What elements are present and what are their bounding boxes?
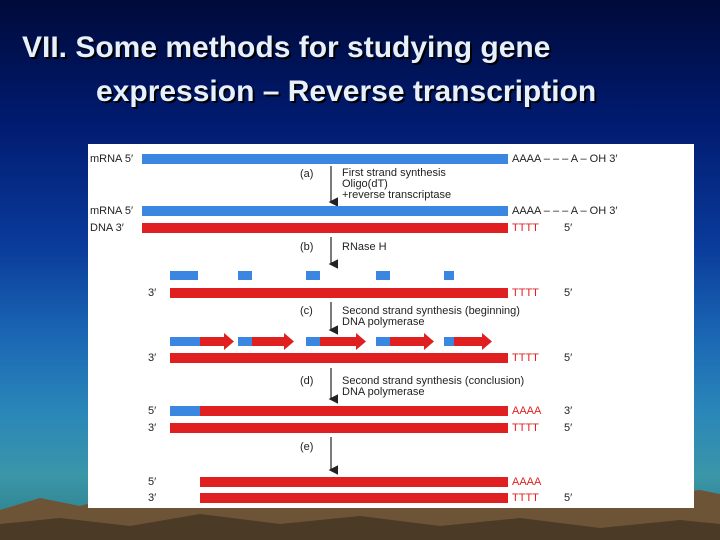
step-c-letter: (c) [300, 305, 313, 317]
c-left-label: 3′ [148, 352, 156, 364]
dna-strand-template-b [170, 288, 508, 298]
rna-fragment [170, 271, 198, 280]
dna1-right-5prime: 5′ [564, 222, 572, 234]
step-d-line2: DNA polymerase [342, 386, 425, 398]
dna-strand-template-d [170, 423, 508, 433]
mrna2-right-label: AAAA – – – A – OH 3′ [512, 205, 617, 217]
rna-primer [376, 337, 390, 346]
cdna-strand-1 [200, 477, 508, 487]
step-e-letter: (e) [300, 441, 313, 453]
e2-right-label: TTTT [512, 492, 539, 504]
step-a-line2: Oligo(dT) [342, 178, 388, 190]
step-b-letter: (b) [300, 241, 313, 253]
frag-left-label: 3′ [148, 287, 156, 299]
d2-right-label: TTTT [512, 422, 539, 434]
e2-right-5prime: 5′ [564, 492, 572, 504]
mrna-strand-2 [142, 206, 508, 216]
d1-right-3prime: 3′ [564, 405, 572, 417]
mrna-strand-1 [142, 154, 508, 164]
d2-left-label: 3′ [148, 422, 156, 434]
cdna-strand-2 [200, 493, 508, 503]
rna-fragment [238, 271, 252, 280]
mrna1-right-label: AAAA – – – A – OH 3′ [512, 153, 617, 165]
rna-primer [444, 337, 454, 346]
dna-strand-first [142, 223, 508, 233]
step-a-line1: First strand synthesis [342, 167, 446, 179]
extension-arrow [320, 333, 366, 350]
extension-arrow [200, 333, 234, 350]
dna1-right-label: TTTT [512, 222, 539, 234]
frag-right-5prime: 5′ [564, 287, 572, 299]
d1-left-label: 5′ [148, 405, 156, 417]
extension-arrow [390, 333, 434, 350]
reverse-transcription-figure: mRNA 5′ AAAA – – – A – OH 3′ (a) First s… [88, 144, 694, 508]
e1-right-label: AAAA [512, 476, 542, 488]
mrna2-left-label: mRNA 5′ [90, 205, 133, 217]
step-c-line1: Second strand synthesis (beginning) [342, 305, 520, 317]
residual-rna-primer [170, 406, 200, 416]
rna-fragment [376, 271, 390, 280]
extension-arrow [454, 333, 492, 350]
c-right-5prime: 5′ [564, 352, 572, 364]
e2-left-label: 3′ [148, 492, 156, 504]
step-a-letter: (a) [300, 168, 313, 180]
extension-arrow [252, 333, 294, 350]
d2-right-5prime: 5′ [564, 422, 572, 434]
slide-title: VII. Some methods for studying gene expr… [22, 26, 712, 114]
rna-fragment [444, 271, 454, 280]
step-b-line1: RNase H [342, 241, 387, 253]
step-d-letter: (d) [300, 375, 313, 387]
e1-left-label: 5′ [148, 476, 156, 488]
dna-strand-template-c [170, 353, 508, 363]
dna1-left-label: DNA 3′ [90, 222, 124, 234]
step-a-line3: +reverse transcriptase [342, 189, 451, 201]
rna-fragment [306, 271, 320, 280]
title-line-1: VII. Some methods for studying gene [22, 31, 551, 64]
rna-primer [306, 337, 320, 346]
rna-primer [170, 337, 200, 346]
title-line-2: expression – Reverse transcription [96, 75, 597, 108]
mrna1-left-label: mRNA 5′ [90, 153, 133, 165]
diagram-canvas: mRNA 5′ AAAA – – – A – OH 3′ (a) First s… [90, 153, 617, 504]
c-right-label: TTTT [512, 352, 539, 364]
step-c-line2: DNA polymerase [342, 316, 425, 328]
frag-right-label: TTTT [512, 287, 539, 299]
dna-second-strand [200, 406, 508, 416]
d1-right-label: AAAA [512, 405, 542, 417]
rna-primer [238, 337, 252, 346]
step-d-line1: Second strand synthesis (conclusion) [342, 375, 524, 387]
